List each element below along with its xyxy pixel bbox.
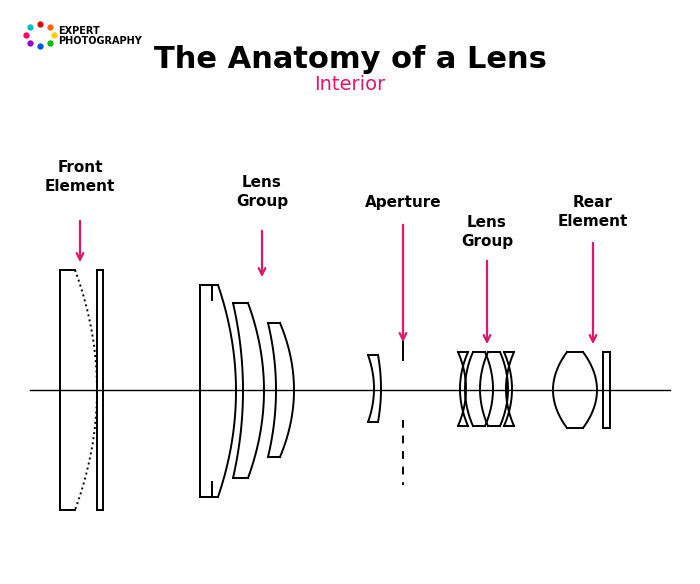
Text: Front
Element: Front Element bbox=[45, 160, 116, 194]
Text: Interior: Interior bbox=[314, 75, 386, 94]
Text: Lens
Group: Lens Group bbox=[236, 175, 288, 208]
Text: Lens
Group: Lens Group bbox=[461, 215, 513, 249]
Text: The Anatomy of a Lens: The Anatomy of a Lens bbox=[153, 45, 547, 74]
Text: Rear
Element: Rear Element bbox=[558, 195, 628, 228]
Text: Aperture: Aperture bbox=[365, 195, 441, 210]
Text: PHOTOGRAPHY: PHOTOGRAPHY bbox=[58, 36, 141, 46]
Text: EXPERT: EXPERT bbox=[58, 26, 99, 36]
